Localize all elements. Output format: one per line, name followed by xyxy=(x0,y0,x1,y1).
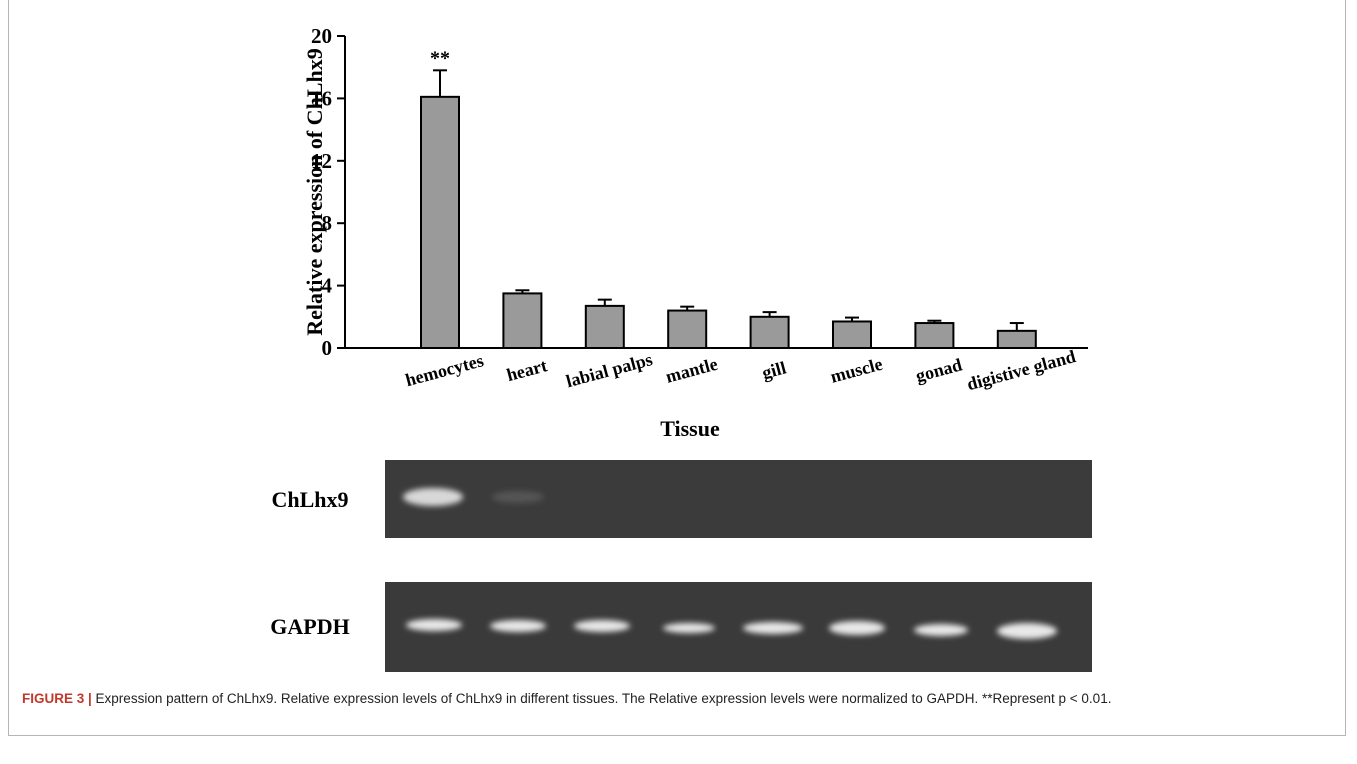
bar xyxy=(668,311,706,348)
bar xyxy=(751,317,789,348)
x-tick-label: gill xyxy=(760,357,788,383)
x-tick-label: hemocytes xyxy=(403,350,485,390)
significance: ** xyxy=(430,47,450,69)
y-tick-label: 16 xyxy=(311,86,332,110)
x-tick-label: mantle xyxy=(663,354,719,387)
y-tick-label: 4 xyxy=(322,274,333,298)
y-tick-label: 12 xyxy=(311,149,332,173)
caption-label: FIGURE 3 | xyxy=(22,691,92,706)
caption: FIGURE 3 | Expression pattern of ChLhx9.… xyxy=(22,688,1312,710)
x-tick-label: muscle xyxy=(828,354,884,387)
page: Relative expression of ChLhx9 Tissue ChL… xyxy=(0,0,1357,764)
x-tick-label: gonad xyxy=(914,354,965,385)
x-tick-label: labial palps xyxy=(564,349,655,391)
gel-label: GAPDH xyxy=(270,614,349,639)
bar xyxy=(503,293,541,348)
bar xyxy=(915,323,953,348)
caption-text: Expression pattern of ChLhx9. Relative e… xyxy=(92,691,1112,706)
gel-2 xyxy=(385,582,1092,672)
gel-label: ChLhx9 xyxy=(271,487,348,512)
bar xyxy=(998,331,1036,348)
y-tick-label: 8 xyxy=(322,211,333,235)
bar xyxy=(833,321,871,348)
x-tick-label: heart xyxy=(504,355,549,385)
bar xyxy=(586,306,624,348)
y-tick-label: 20 xyxy=(311,24,332,48)
chart: Relative expression of ChLhx9 Tissue ChL… xyxy=(0,0,1357,690)
gel-1 xyxy=(385,460,1092,538)
bar xyxy=(421,97,459,348)
x-tick-label: digistive gland xyxy=(965,346,1078,394)
y-tick-label: 0 xyxy=(322,336,333,360)
x-axis-label: Tissue xyxy=(660,416,720,441)
